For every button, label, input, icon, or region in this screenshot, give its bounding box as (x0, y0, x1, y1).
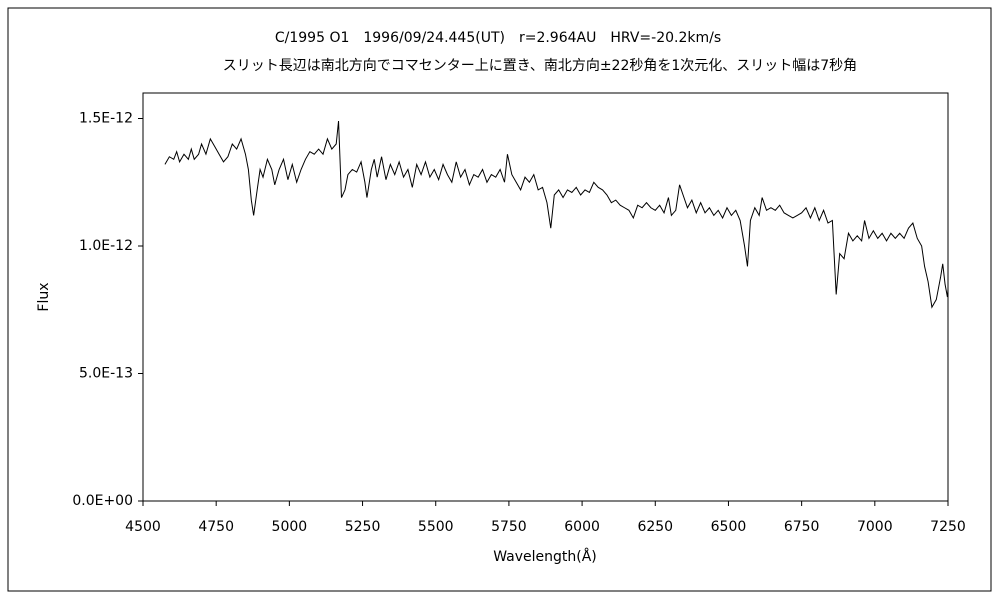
y-tick-label: 0.0E+00 (72, 493, 133, 509)
x-tick-label: 4500 (125, 519, 161, 535)
x-tick-label: 6750 (784, 519, 820, 535)
y-tick-label: 1.0E-12 (79, 238, 133, 254)
x-tick-label: 4750 (198, 519, 234, 535)
x-tick-label: 6500 (711, 519, 747, 535)
chart-subtitle: スリット長辺は南北方向でコマセンター上に置き、南北方向±22秒角を1次元化、スリ… (223, 58, 857, 74)
x-tick-label: 5250 (345, 519, 381, 535)
x-tick-label: 6000 (564, 519, 600, 535)
y-axis-label: Flux (36, 282, 52, 311)
x-tick-label: 7250 (930, 519, 966, 535)
spectrum-line (164, 120, 949, 309)
y-tick-label: 1.5E-12 (79, 111, 133, 127)
y-tick-label: 5.0E-13 (79, 366, 133, 382)
x-tick-label: 7000 (857, 519, 893, 535)
x-tick-label: 5500 (418, 519, 454, 535)
x-axis-label: Wavelength(Å) (493, 548, 597, 565)
x-tick-label: 6250 (637, 519, 673, 535)
x-tick-label: 5750 (491, 519, 527, 535)
x-tick-label: 5000 (272, 519, 308, 535)
chart-title: C/1995 O1 1996/09/24.445(UT) r=2.964AU H… (275, 30, 721, 46)
plot-area (142, 92, 949, 502)
